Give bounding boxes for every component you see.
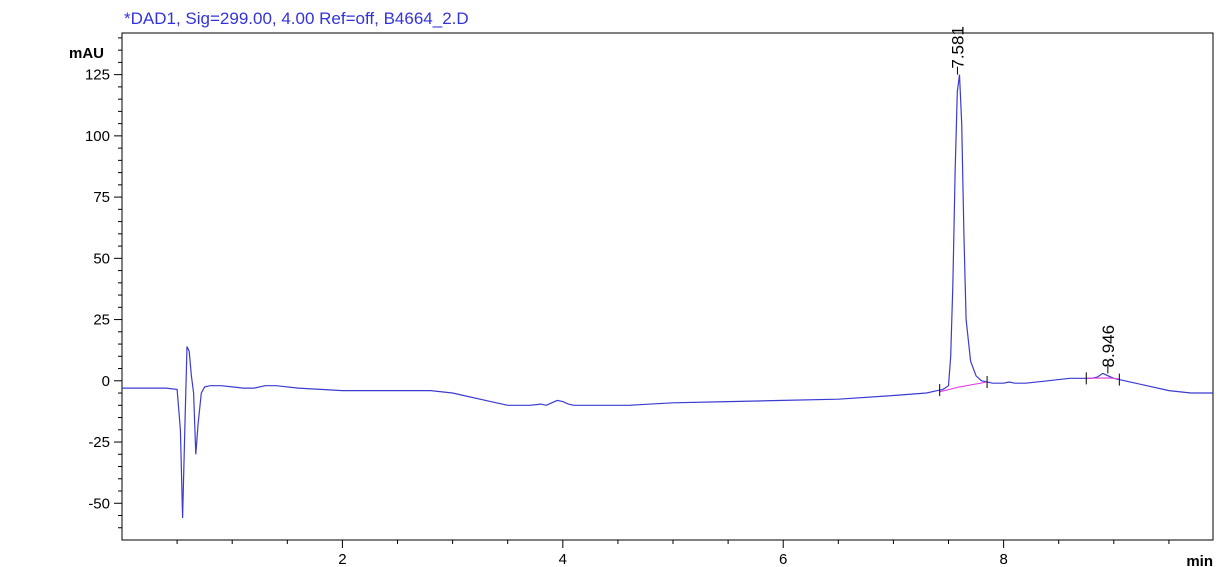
peak-label: 7.581: [948, 26, 967, 69]
axes: -50 -25 0 25 50 75 100 125 2 4 6 8: [85, 37, 1170, 567]
y-tick-label: 75: [93, 189, 110, 206]
integration-baseline: [939, 381, 988, 393]
y-tick-label: 100: [85, 128, 110, 145]
integration-baseline: [1086, 377, 1120, 380]
y-tick-label: 50: [93, 250, 110, 267]
y-tick-label: -25: [88, 434, 110, 451]
chart-marks: 7.581 8.946: [122, 26, 1213, 519]
signal-trace: [122, 74, 1213, 519]
y-tick-label: 25: [93, 312, 110, 329]
y-tick-label: -50: [88, 495, 110, 512]
x-tick-label: 4: [559, 551, 567, 567]
plot-frame: [121, 32, 1214, 541]
x-tick-label: 2: [338, 551, 346, 567]
x-tick-label: 8: [999, 551, 1007, 567]
y-tick-label: 0: [102, 373, 110, 390]
x-tick-label: 6: [779, 551, 787, 567]
y-tick-label: 125: [85, 67, 110, 84]
chart-title: *DAD1, Sig=299.00, 4.00 Ref=off, B4664_2…: [124, 9, 469, 28]
x-axis-label: min: [1186, 553, 1213, 567]
peak-label: 8.946: [1099, 325, 1118, 368]
y-axis-label: mAU: [69, 45, 104, 62]
